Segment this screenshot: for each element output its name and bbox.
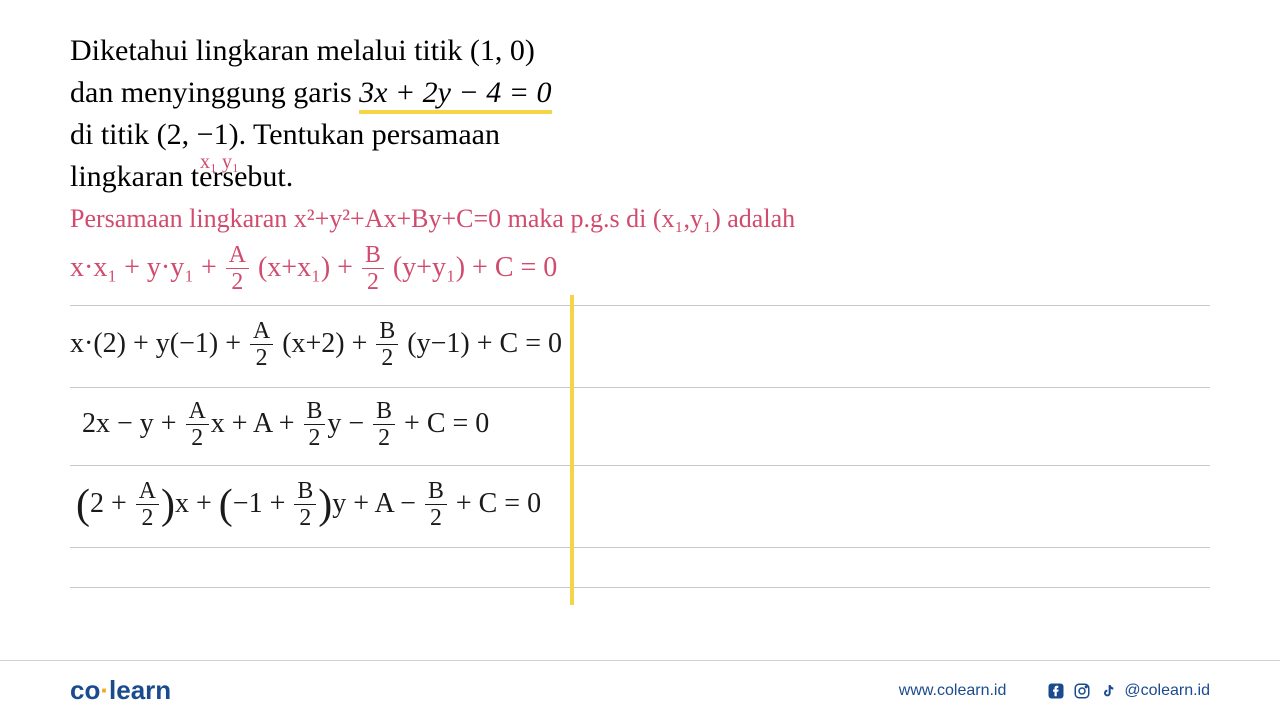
hand-black-line1: x·(2) + y(−1) + A2 (x+2) + B2 (y−1) + C …: [70, 320, 562, 371]
notebook-row-1: x·x₁ + y·y₁ + A2 (x+x₁) + B2 (y+y₁) + C …: [70, 236, 1210, 306]
website-link[interactable]: www.colearn.id: [899, 682, 1007, 700]
vertical-highlight: [570, 295, 574, 605]
highlighted-equation: 3x + 2y − 4 = 0: [359, 76, 551, 114]
brand-logo: co·learn: [70, 675, 171, 706]
problem-line-3-wrap: di titik (2, −1). Tentukan persamaan x₁ …: [70, 114, 1210, 156]
hand-pink-line1: Persamaan lingkaran x²+y²+Ax+By+C=0 maka…: [70, 202, 1210, 236]
notebook-row-5: [70, 548, 1210, 588]
social-handles: @colearn.id: [1046, 681, 1210, 701]
social-handle[interactable]: @colearn.id: [1124, 682, 1210, 700]
problem-line-1: Diketahui lingkaran melalui titik (1, 0): [70, 30, 1210, 72]
hand-black-line3: (2 + A2)x + (−1 + B2)y + A − B2 + C = 0: [70, 480, 541, 531]
problem-line-4: lingkaran tersebut.: [70, 156, 1210, 198]
instagram-icon[interactable]: [1072, 681, 1092, 701]
notebook-row-3: 2x − y + A2x + A + B2y − B2 + C = 0: [70, 388, 1210, 466]
main-content: Diketahui lingkaran melalui titik (1, 0)…: [0, 0, 1280, 588]
footer-right: www.colearn.id @colearn.id: [899, 681, 1210, 701]
problem-statement: Diketahui lingkaran melalui titik (1, 0)…: [70, 30, 1210, 198]
hand-pink-line2: x·x₁ + y·y₁ + A2 (x+x₁) + B2 (y+y₁) + C …: [70, 244, 557, 295]
notebook-row-4: (2 + A2)x + (−1 + B2)y + A − B2 + C = 0: [70, 466, 1210, 548]
hand-black-line2: 2x − y + A2x + A + B2y − B2 + C = 0: [70, 400, 489, 451]
problem-line-3: di titik (2, −1). Tentukan persamaan: [70, 114, 1210, 156]
problem-line-2: dan menyinggung garis 3x + 2y − 4 = 0: [70, 72, 1210, 114]
facebook-icon[interactable]: [1046, 681, 1066, 701]
tiktok-icon[interactable]: [1098, 681, 1118, 701]
notebook-row-2: x·(2) + y(−1) + A2 (x+2) + B2 (y−1) + C …: [70, 306, 1210, 388]
annotation-x1y1: x₁ y₁: [200, 148, 239, 176]
footer: co·learn www.colearn.id @colearn.id: [0, 660, 1280, 720]
